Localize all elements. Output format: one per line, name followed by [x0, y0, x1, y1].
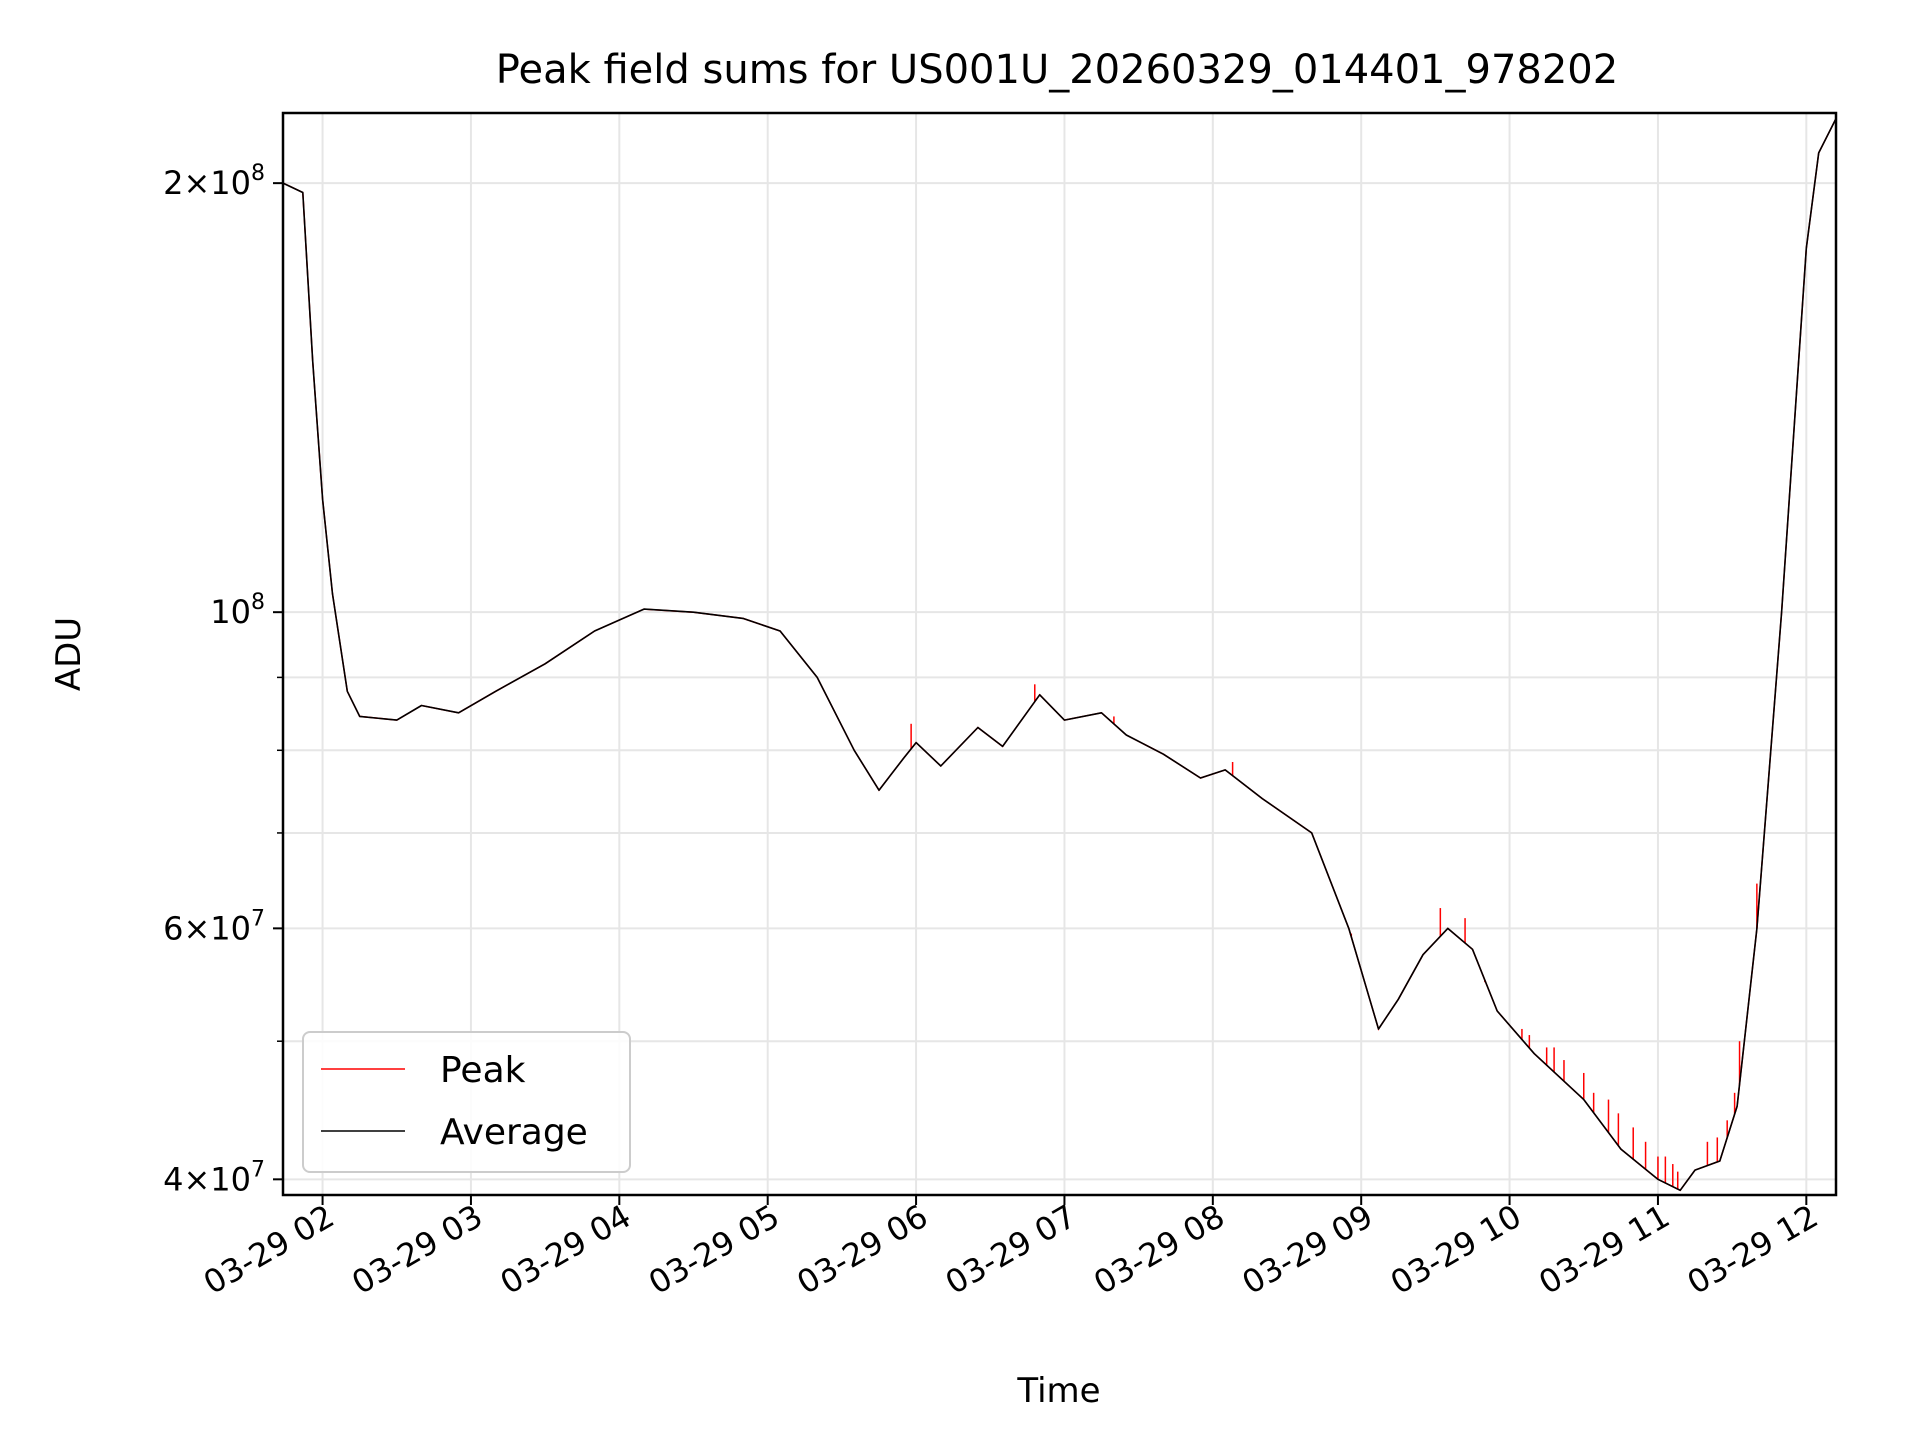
legend-box — [302, 1031, 631, 1173]
average-series — [282, 118, 1837, 1192]
y-tick-label: 2×108 — [163, 161, 265, 202]
legend-peak-label: Peak — [440, 1050, 526, 1091]
chart-title: Peak field sums for US001U_20260329_0144… — [496, 47, 1618, 93]
legend: Peak Average — [302, 1031, 631, 1173]
y-tick-label: 108 — [210, 590, 265, 631]
y-tick-label: 6×107 — [163, 906, 265, 947]
y-axis: 4×107 6×107 108 2×108 — [163, 161, 283, 1198]
plot-frame — [281, 111, 1838, 1197]
legend-average-label: Average — [440, 1112, 588, 1153]
y-axis-label: ADU — [49, 617, 89, 691]
y-tick-label: 4×107 — [163, 1157, 265, 1198]
grid-lines — [283, 113, 1836, 1195]
average-line — [282, 118, 1837, 1192]
plot-area — [283, 113, 1836, 1195]
x-axis-label: Time — [1016, 1371, 1100, 1411]
